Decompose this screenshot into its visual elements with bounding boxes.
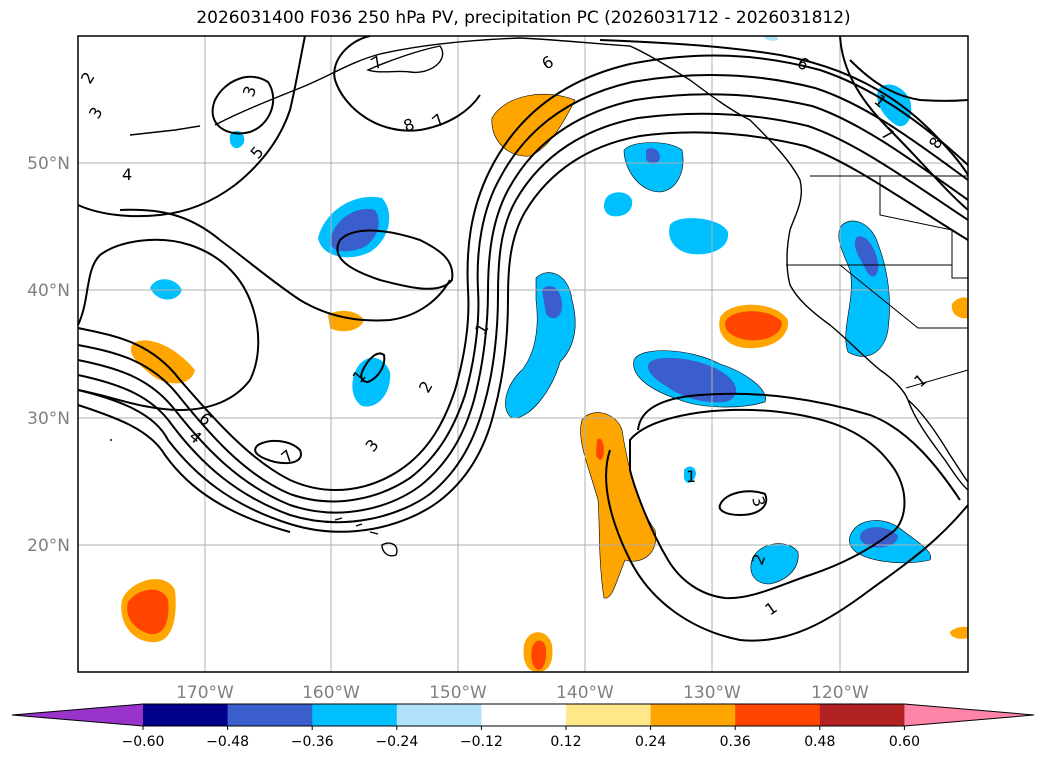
lat-label: 50°N: [27, 154, 70, 174]
contour-label: 1: [686, 467, 696, 486]
precip-negative-blob: [838, 220, 890, 357]
contour-label: 8: [401, 114, 417, 135]
colorbar-tick-label: 0.12: [550, 734, 581, 750]
contour-label: 1: [910, 370, 930, 391]
lat-label: 40°N: [27, 281, 70, 301]
lon-label: 140°W: [556, 683, 614, 703]
precip-strong-negative-blob: [860, 527, 898, 548]
pv-contours: [77, 35, 969, 642]
contour-label: 3: [362, 436, 383, 456]
colorbar-segment: [650, 704, 736, 726]
precip-positive-blob: [580, 412, 657, 599]
precip-negative-blob: [750, 543, 799, 585]
precip-positive-blob: [950, 626, 968, 639]
precip-negative-blob: [229, 130, 245, 149]
colorbar-tick-label: −0.48: [206, 734, 249, 750]
contour-label: 5: [247, 143, 268, 163]
precip-strong-blob: [725, 311, 782, 341]
contour-label: 3: [85, 104, 107, 122]
coastlines: [110, 37, 969, 557]
map-frame: [77, 35, 969, 673]
contour-label: 2: [415, 378, 437, 396]
colorbar: [11, 703, 1035, 727]
graticule: [78, 36, 968, 672]
lon-label: 170°W: [176, 683, 234, 703]
precip-strong-blob: [596, 438, 604, 460]
colorbar-extend-min: [12, 704, 143, 726]
contour-label: 7: [277, 446, 297, 467]
contour-label: 1: [761, 598, 780, 619]
precip-negative-blob: [669, 218, 729, 255]
lat-label: 30°N: [27, 409, 70, 429]
contour-label: 1: [471, 320, 493, 338]
precip-strong-negative-blob: [647, 357, 737, 403]
colorbar-extend-max: [904, 704, 1034, 726]
colorbar-segment: [312, 704, 398, 726]
colorbar-tick-label: 0.60: [889, 734, 920, 750]
colorbar-segment: [143, 704, 229, 726]
lon-label: 130°W: [683, 683, 741, 703]
precip-strong-negative-blob: [542, 286, 562, 319]
lat-label: 20°N: [27, 536, 70, 556]
precip-negative-blob: [604, 192, 633, 217]
latitude-labels: 50°N 40°N 30°N 20°N: [27, 154, 70, 556]
colorbar-tick-label: −0.60: [122, 734, 165, 750]
colorbar-tick-label: −0.36: [291, 734, 334, 750]
precip-strong-negative-blob: [854, 236, 879, 277]
colorbar-segment: [819, 704, 905, 726]
colorbar-segment: [396, 704, 482, 726]
colorbar-segment: [566, 704, 652, 726]
colorbar-tick-label: −0.12: [460, 734, 503, 750]
colorbar-tick-label: −0.24: [375, 734, 418, 750]
colorbar-ticks: −0.60 −0.48 −0.36 −0.24 −0.12 0.12 0.24 0.36 0.4…: [122, 726, 920, 750]
precip-negative-blob: [623, 142, 684, 193]
colorbar-tick-label: 0.24: [635, 734, 666, 750]
precip-strong-blob: [127, 589, 169, 635]
colorbar-tick-label: 0.36: [720, 734, 751, 750]
colorbar-segment: [481, 704, 567, 726]
precip-negative-blob: [505, 272, 576, 419]
contour-label: 6: [794, 53, 812, 75]
colorbar-tick-label: 0.48: [804, 734, 835, 750]
lon-label: 120°W: [811, 683, 869, 703]
precip-negative-blob: [684, 466, 696, 483]
precip-strong-negative-blob: [646, 148, 660, 164]
colorbar-segment: [735, 704, 821, 726]
longitude-labels: 170°W 160°W 150°W 140°W 130°W 120°W: [176, 683, 869, 703]
lon-label: 150°W: [429, 683, 487, 703]
precip-positive-blob: [951, 297, 968, 319]
map-title: 2026031400 F036 250 hPa PV, precipitatio…: [196, 8, 851, 28]
precip-strong-negative-blob: [330, 208, 379, 252]
precip-negative-blob: [150, 279, 182, 300]
precip-strong-blob: [531, 640, 547, 670]
contour-label: 4: [122, 165, 132, 184]
contour-label: 2: [77, 69, 99, 87]
contour-label: 3: [239, 83, 260, 99]
colorbar-segment: [227, 704, 313, 726]
lon-label: 160°W: [302, 683, 360, 703]
contour-label: 3: [748, 494, 769, 509]
precip-shading: [121, 35, 968, 672]
contour-label: 6: [539, 52, 557, 74]
